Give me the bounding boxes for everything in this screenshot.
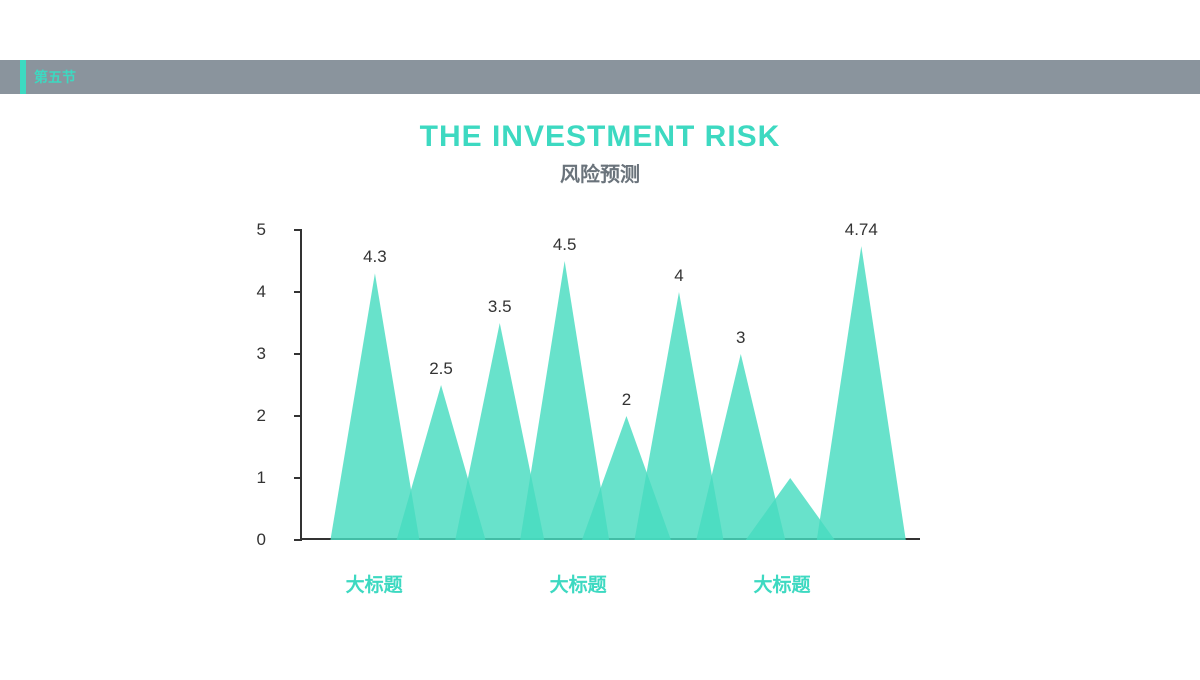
y-tick: 1 [236, 468, 266, 488]
y-tick: 3 [236, 344, 266, 364]
data-label: 4.74 [845, 220, 878, 240]
category-label: 大标题 [550, 570, 607, 597]
title-block: THE INVESTMENT RISK 风险预测 [0, 120, 1200, 187]
data-label: 3.5 [488, 297, 512, 317]
data-label: 4.5 [553, 235, 577, 255]
chart: 012345 4.32.53.54.52434.74 [280, 230, 920, 540]
peak-triangle [817, 246, 906, 540]
data-label: 4 [674, 266, 683, 286]
y-tick: 4 [236, 282, 266, 302]
y-tick-mark [294, 291, 302, 293]
y-tick: 2 [236, 406, 266, 426]
plot-area: 4.32.53.54.52434.74 [302, 230, 920, 540]
header-bar: 第五节 [0, 60, 1200, 94]
header-accent [20, 60, 26, 94]
y-tick-mark [294, 539, 302, 541]
category-label: 大标题 [754, 570, 811, 597]
y-tick-mark [294, 229, 302, 231]
y-tick-mark [294, 353, 302, 355]
peak-triangle [330, 273, 419, 540]
main-title: THE INVESTMENT RISK [0, 120, 1200, 154]
data-label: 4.3 [363, 247, 387, 267]
subtitle: 风险预测 [0, 158, 1200, 187]
data-label: 3 [736, 328, 745, 348]
category-label: 大标题 [346, 570, 403, 597]
section-label: 第五节 [34, 67, 76, 87]
y-tick: 0 [236, 530, 266, 550]
peak-triangle [520, 261, 609, 540]
peaks-svg [302, 230, 920, 540]
data-label: 2 [622, 390, 631, 410]
data-label: 2.5 [429, 359, 453, 379]
y-tick-mark [294, 415, 302, 417]
y-tick-mark [294, 477, 302, 479]
y-tick: 5 [236, 220, 266, 240]
